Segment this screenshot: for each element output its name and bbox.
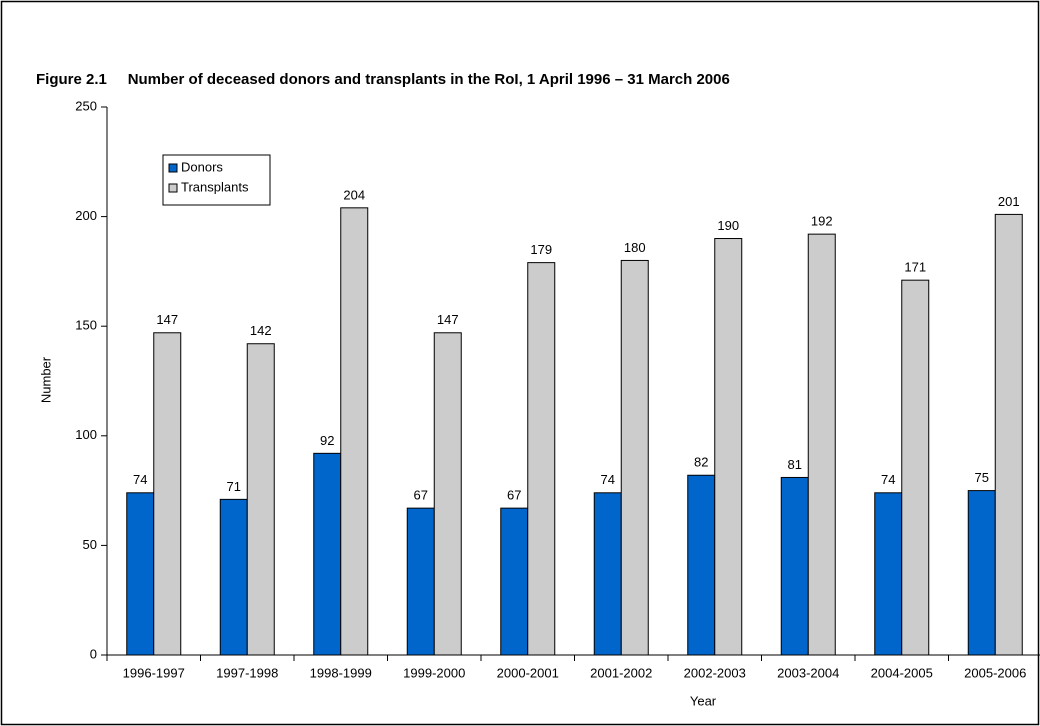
bar xyxy=(433,332,462,656)
bar xyxy=(874,492,903,656)
bar xyxy=(500,507,529,656)
data-label: 201 xyxy=(998,194,1020,209)
data-label: 82 xyxy=(694,455,708,470)
data-label: 92 xyxy=(320,433,334,448)
data-label: 74 xyxy=(133,472,147,487)
bar xyxy=(153,332,182,656)
bar xyxy=(901,279,930,656)
bar xyxy=(313,452,342,656)
data-label: 147 xyxy=(437,312,459,327)
bar xyxy=(807,233,836,656)
data-label: 75 xyxy=(975,470,989,485)
data-label: 67 xyxy=(414,488,428,503)
y-tick-label: 150 xyxy=(75,318,97,333)
chart-title: Figure 2.1 Number of deceased donors and… xyxy=(36,71,730,88)
data-label: 204 xyxy=(343,187,365,202)
legend-swatch xyxy=(168,183,178,193)
legend-label: Donors xyxy=(181,159,223,174)
x-tick-label: 1997-1998 xyxy=(216,665,278,680)
x-tick-label: 2003-2004 xyxy=(777,665,839,680)
data-label: 74 xyxy=(601,472,615,487)
x-tick-label: 2004-2005 xyxy=(871,665,933,680)
data-label: 142 xyxy=(250,323,272,338)
x-tick-label: 1999-2000 xyxy=(403,665,465,680)
y-tick-label: 200 xyxy=(75,208,97,223)
data-label: 147 xyxy=(156,312,178,327)
data-label: 179 xyxy=(530,242,552,257)
x-tick-label: 1996-1997 xyxy=(123,665,185,680)
data-label: 180 xyxy=(624,240,646,255)
data-label: 171 xyxy=(904,260,926,275)
y-tick-label: 50 xyxy=(83,537,97,552)
bar xyxy=(527,262,556,656)
x-tick-label: 2005-2006 xyxy=(964,665,1026,680)
x-tick-label: 2001-2002 xyxy=(590,665,652,680)
bar xyxy=(219,498,248,656)
bar xyxy=(126,492,155,656)
legend-box xyxy=(162,154,271,206)
bar xyxy=(246,343,275,656)
data-label: 67 xyxy=(507,488,521,503)
data-label: 81 xyxy=(788,457,802,472)
legend-swatch xyxy=(168,163,178,173)
bar xyxy=(340,207,369,656)
legend-label: Transplants xyxy=(181,179,249,194)
x-tick-label: 1998-1999 xyxy=(310,665,372,680)
y-tick-label: 250 xyxy=(75,98,97,113)
bar xyxy=(714,238,743,656)
y-tick-label: 100 xyxy=(75,427,97,442)
bar xyxy=(967,490,996,656)
y-axis-label: Number xyxy=(38,356,53,403)
x-axis-label: Year xyxy=(690,693,717,708)
bar xyxy=(593,492,622,656)
bar xyxy=(994,213,1023,656)
bar xyxy=(620,259,649,656)
bar xyxy=(687,474,716,656)
bar xyxy=(780,476,809,656)
y-tick-label: 0 xyxy=(90,646,97,661)
bar xyxy=(406,507,435,656)
x-tick-label: 2000-2001 xyxy=(497,665,559,680)
x-tick-label: 2002-2003 xyxy=(684,665,746,680)
data-label: 71 xyxy=(227,479,241,494)
data-label: 74 xyxy=(881,472,895,487)
data-label: 190 xyxy=(717,218,739,233)
data-label: 192 xyxy=(811,214,833,229)
